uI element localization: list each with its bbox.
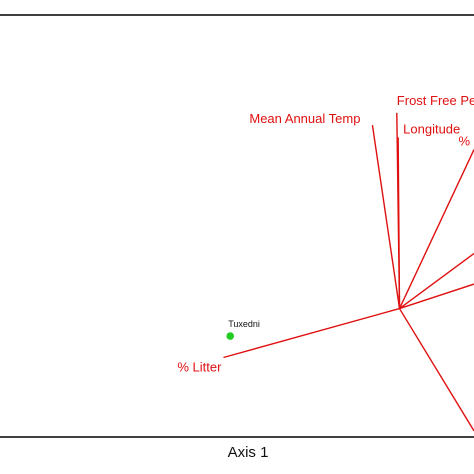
vector-unlabeled-4 xyxy=(399,252,474,310)
vector-label-litter: % Litter xyxy=(177,359,222,374)
vector-longitude xyxy=(397,137,401,309)
point-layer: Tuxedni xyxy=(226,319,260,340)
vector- xyxy=(398,149,474,309)
plot-frame xyxy=(0,14,474,438)
vector-litter xyxy=(223,307,400,359)
vector-unlabeled-6 xyxy=(398,308,474,432)
site-point-tuxedni xyxy=(226,332,235,340)
vector-label-longitude: Longitude xyxy=(403,121,460,136)
site-label-tuxedni: Tuxedni xyxy=(228,319,260,329)
vector-layer: Mean Annual Temp Frost Free Pe Longitude%%… xyxy=(177,93,474,432)
x-axis-title: Axis 1 xyxy=(228,444,269,461)
vector-label-frost-free-pe: Frost Free Pe xyxy=(397,93,474,108)
vector-label-mean-annual-temp: Mean Annual Temp xyxy=(249,111,360,126)
vector-label-: % xyxy=(458,134,470,149)
vector-unlabeled-5 xyxy=(399,283,474,310)
vector-mean-annual-temp xyxy=(371,124,401,309)
